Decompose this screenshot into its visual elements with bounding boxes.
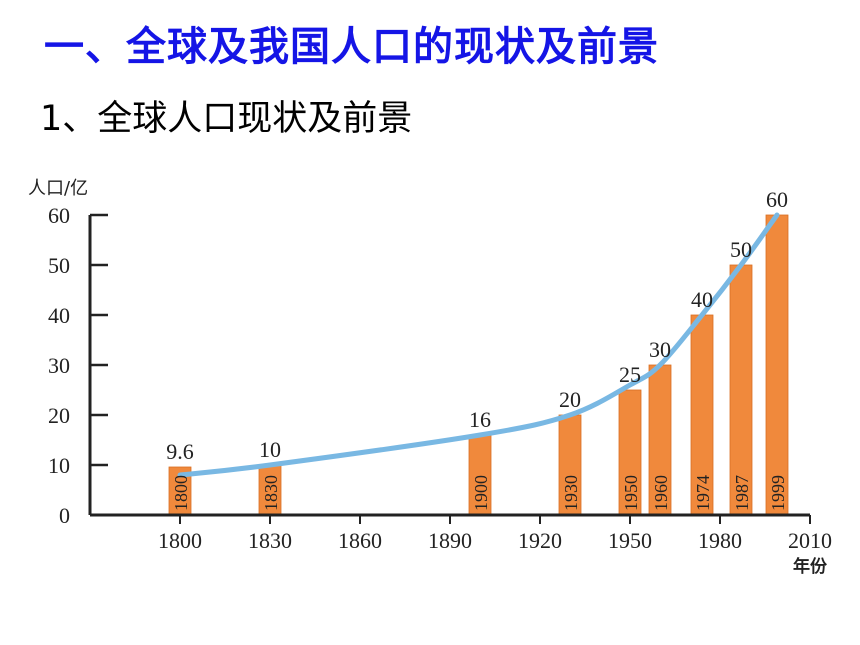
y-tick-label-50: 50	[48, 253, 70, 278]
bar-value-label-1974: 40	[691, 287, 713, 312]
x-axis-title: 年份	[793, 556, 828, 577]
x-tick-label-1890: 1890	[428, 528, 472, 553]
bar-value-label-1930: 20	[559, 387, 581, 412]
bar-value-label-1950: 25	[619, 362, 641, 387]
bar-year-label-1830: 1830	[261, 475, 281, 511]
bar-year-label-1960: 1960	[651, 475, 671, 511]
y-tick-label-30: 30	[48, 353, 70, 378]
bar-year-label-1987: 1987	[732, 475, 752, 511]
x-tick-label-1860: 1860	[338, 528, 382, 553]
bar-value-label-1960: 30	[649, 337, 671, 362]
x-tick-label-1950: 1950	[608, 528, 652, 553]
x-tick-label-1980: 1980	[698, 528, 742, 553]
y-tick-label-10: 10	[48, 453, 70, 478]
bar-value-label-1830: 10	[259, 437, 281, 462]
bar-year-label-1930: 1930	[561, 475, 581, 511]
bar-value-label-1800: 9.6	[166, 439, 194, 464]
y-axis-title: 人口/亿	[28, 178, 88, 199]
bar-year-label-1999: 1999	[768, 475, 788, 511]
bar-year-label-1800: 1800	[171, 475, 191, 511]
y-tick-label-60: 60	[48, 203, 70, 228]
bar-year-label-1900: 1900	[471, 475, 491, 511]
y-tick-label-0: 0	[59, 503, 70, 528]
y-tick-label-20: 20	[48, 403, 70, 428]
bar-value-label-1987: 50	[730, 237, 752, 262]
bar-1999	[765, 214, 789, 516]
bar-value-label-1999: 60	[766, 187, 788, 212]
page-title: 一、全球及我国人口的现状及前景	[44, 24, 659, 70]
y-tick-label-40: 40	[48, 303, 70, 328]
x-tick-label-1920: 1920	[518, 528, 562, 553]
x-tick-label-1800: 1800	[158, 528, 202, 553]
x-tick-label-1830: 1830	[248, 528, 292, 553]
section-subtitle: 1、全球人口现状及前景	[40, 99, 413, 139]
bar-year-label-1950: 1950	[621, 475, 641, 511]
bar-value-label-1900: 16	[469, 407, 491, 432]
x-tick-label-2010: 2010	[788, 528, 832, 553]
trend-curve	[177, 212, 780, 478]
bar-year-label-1974: 1974	[693, 475, 713, 511]
